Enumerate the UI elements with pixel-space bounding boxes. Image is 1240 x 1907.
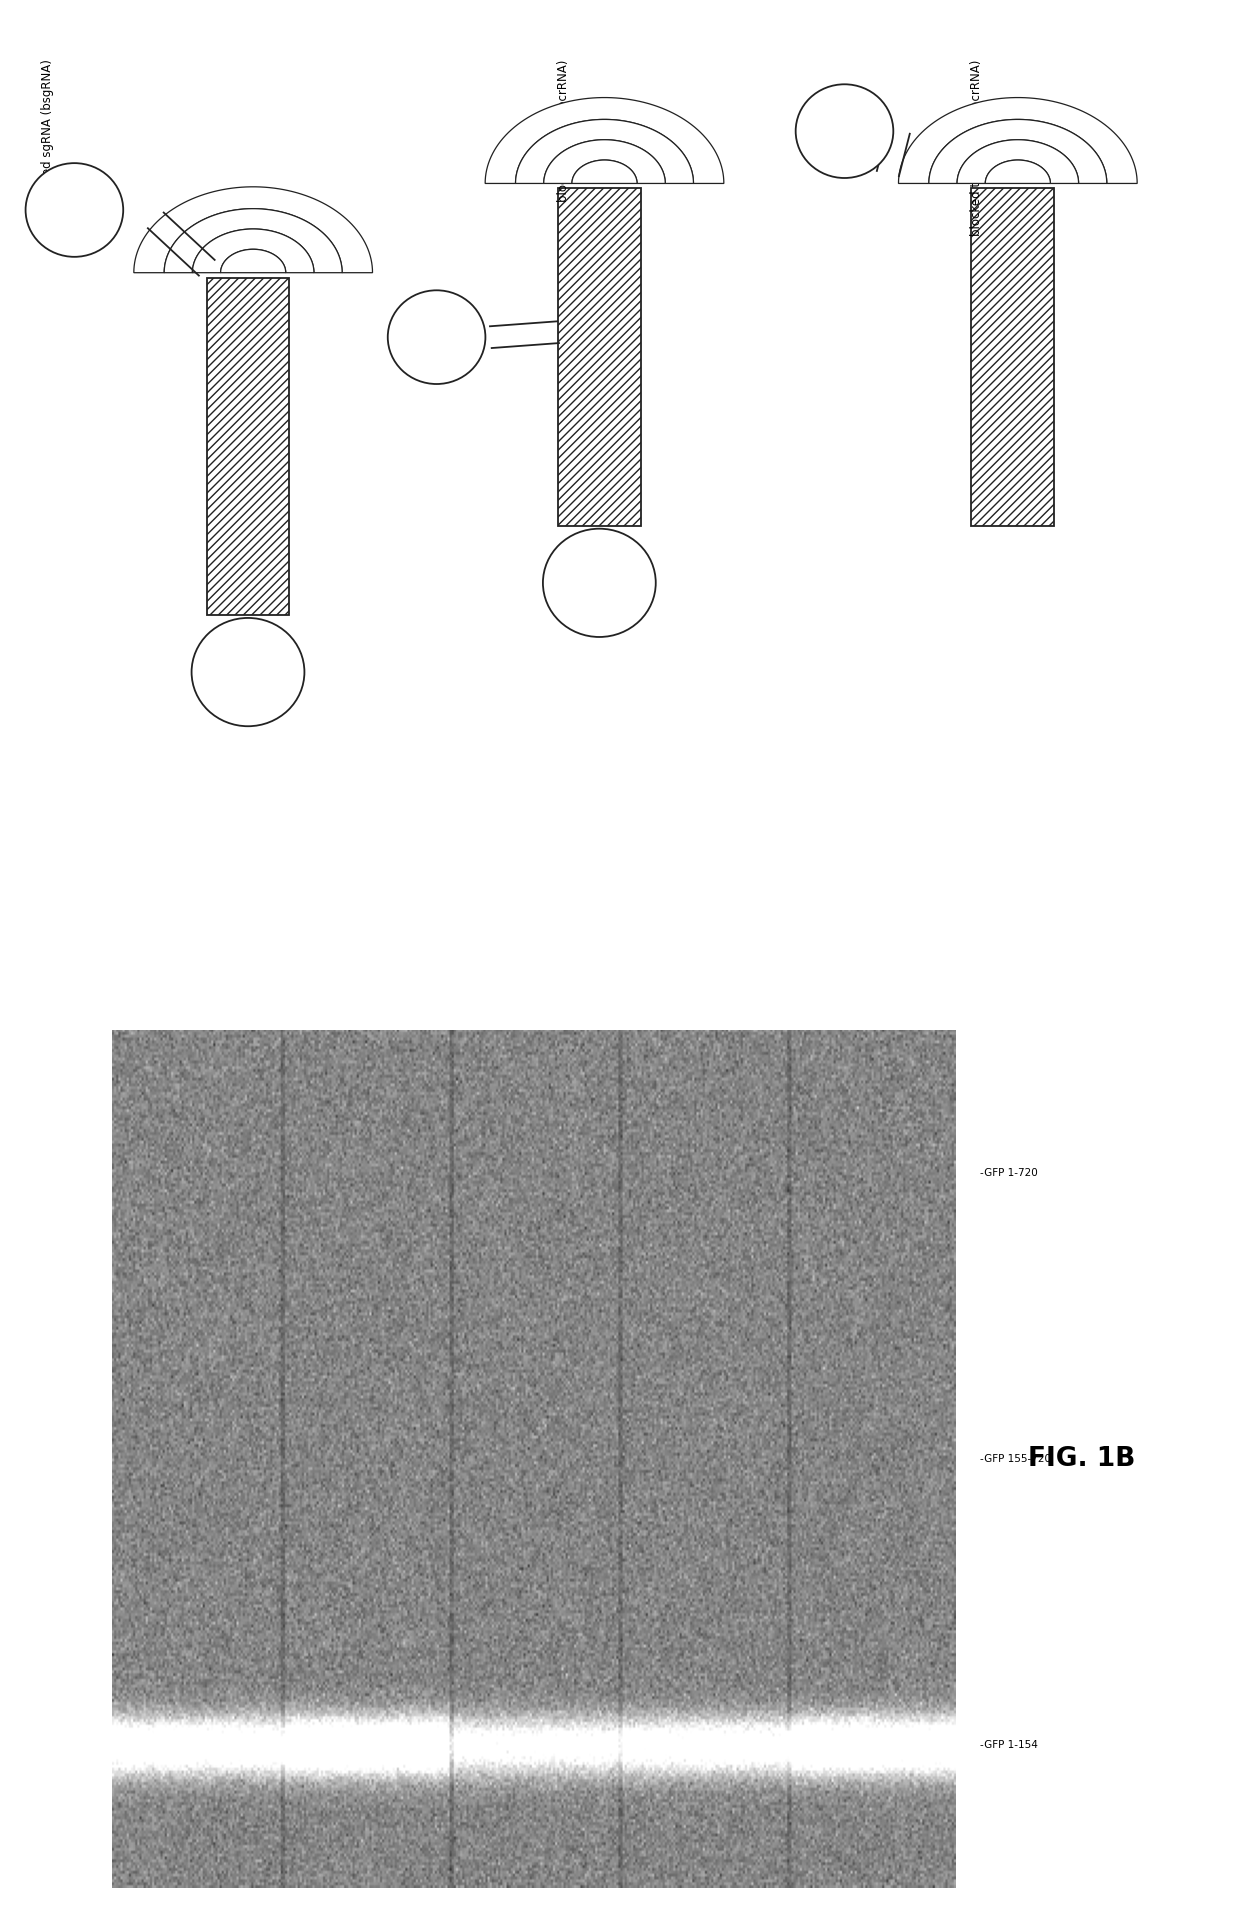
Polygon shape	[971, 189, 1054, 526]
Polygon shape	[957, 139, 1079, 183]
Polygon shape	[221, 250, 285, 273]
Polygon shape	[134, 187, 372, 273]
Polygon shape	[543, 139, 665, 183]
Text: -GFP 155-720: -GFP 155-720	[980, 1453, 1052, 1465]
Polygon shape	[164, 208, 342, 273]
Polygon shape	[192, 229, 314, 273]
Polygon shape	[899, 97, 1137, 183]
Text: blocked sgRNA (bsgRNA): blocked sgRNA (bsgRNA)	[41, 59, 53, 206]
Polygon shape	[485, 97, 724, 183]
Polygon shape	[986, 160, 1050, 183]
Circle shape	[26, 164, 123, 257]
Polygon shape	[572, 160, 637, 183]
Polygon shape	[207, 278, 289, 614]
Circle shape	[388, 290, 485, 383]
Polygon shape	[558, 189, 641, 526]
Circle shape	[796, 84, 893, 177]
Polygon shape	[929, 120, 1107, 183]
Text: FIG. 1B: FIG. 1B	[1028, 1446, 1135, 1472]
Polygon shape	[516, 120, 693, 183]
Text: blocked tracrRNA (btracrRNA): blocked tracrRNA (btracrRNA)	[970, 59, 983, 236]
Circle shape	[191, 618, 304, 727]
Text: blocked crRNA (bcrRNA): blocked crRNA (bcrRNA)	[557, 59, 569, 202]
Text: -GFP 1-720: -GFP 1-720	[980, 1167, 1038, 1179]
Text: -GFP 1-154: -GFP 1-154	[980, 1739, 1038, 1751]
Circle shape	[543, 528, 656, 637]
